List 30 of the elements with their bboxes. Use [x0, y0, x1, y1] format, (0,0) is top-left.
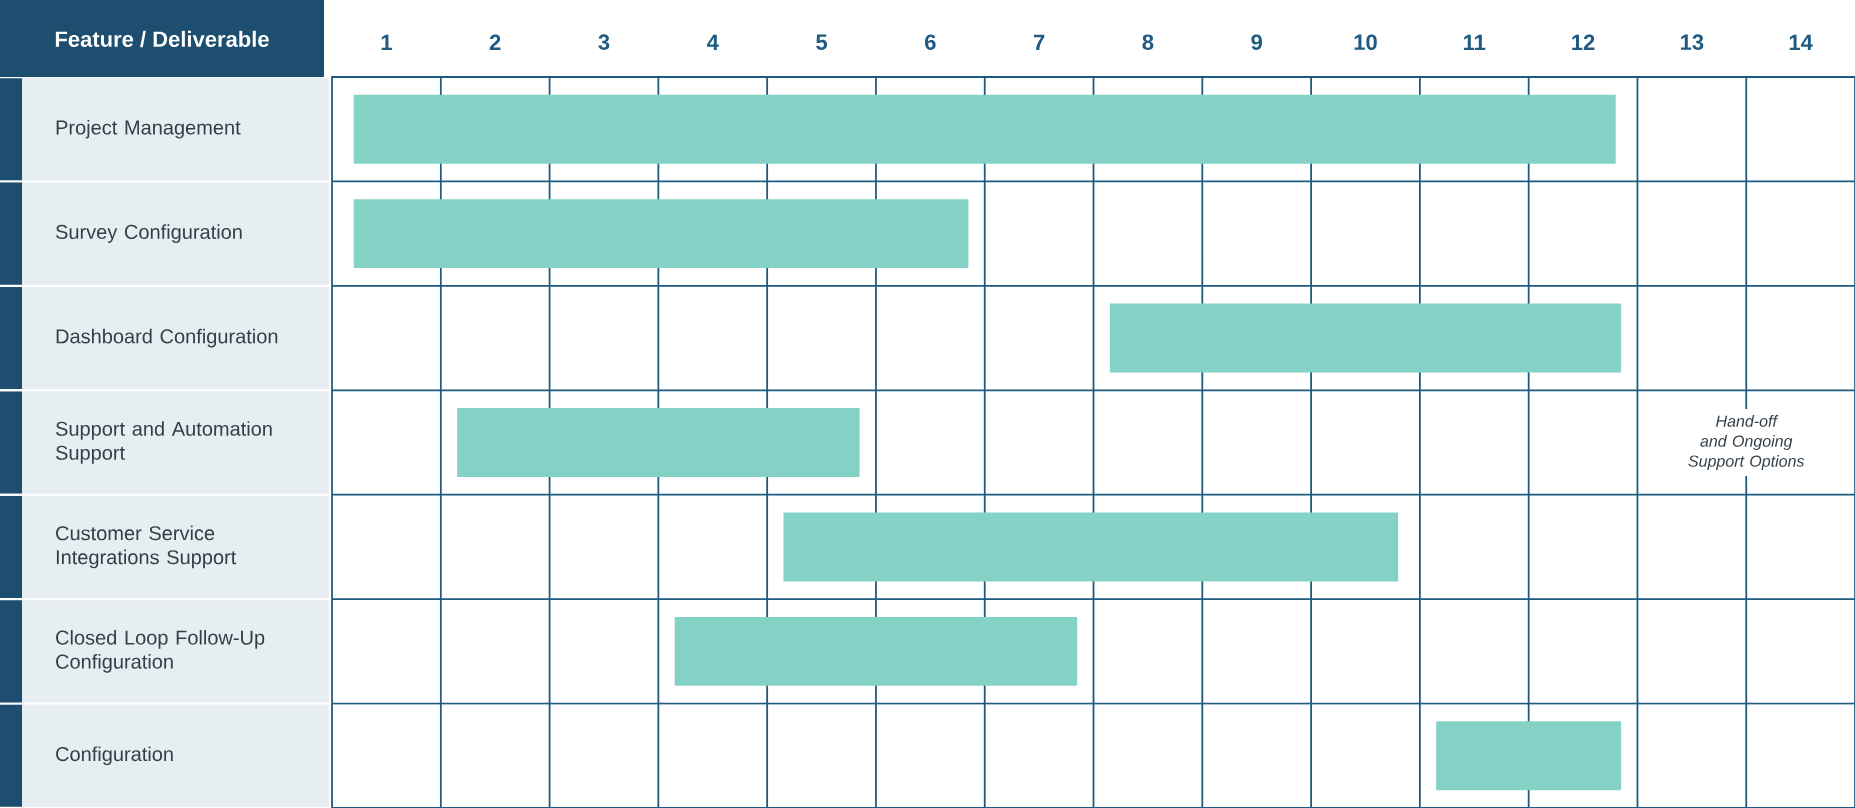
bar: [457, 408, 860, 477]
bar: [353, 94, 1616, 164]
x-tick-label: 12: [1572, 34, 1595, 50]
y-tick-label: Project Management: [56, 119, 241, 139]
x-tick-label: 10: [1354, 34, 1377, 50]
y-tick-label: Closed Loop Follow-Up Configuration: [56, 630, 265, 673]
y-tick-label: Survey Configuration: [55, 224, 242, 243]
x-tick-label: 14: [1789, 34, 1813, 50]
y-axis-title: Feature / Deliverable: [55, 30, 269, 48]
bar: [1109, 303, 1622, 373]
x-tick-label: 13: [1680, 34, 1704, 50]
x-tick-label: 6: [925, 34, 936, 50]
y-tick-label: Dashboard Configuration: [56, 328, 278, 348]
bar: [674, 616, 1078, 686]
y-tick-label: Support and Automation Support: [55, 421, 272, 464]
y-tick-label: Customer Service Integrations Support: [56, 525, 237, 569]
x-tick-label: 9: [1251, 34, 1262, 50]
x-tick-label: 11: [1464, 34, 1486, 50]
x-tick-label: 2: [489, 34, 501, 50]
bar: [783, 512, 1399, 582]
x-tick-label: 3: [598, 34, 610, 50]
bar: [353, 199, 969, 269]
x-tick-label: 1: [381, 34, 392, 50]
annotation: Hand-off and Ongoing Support Options: [1688, 415, 1805, 470]
x-tick-label: 5: [816, 34, 828, 50]
y-tick-label: Configuration: [56, 746, 173, 766]
x-tick-label: 7: [1033, 34, 1045, 50]
x-tick-label: 8: [1142, 34, 1154, 50]
x-tick-label: 4: [706, 34, 719, 50]
bar: [1436, 721, 1622, 791]
